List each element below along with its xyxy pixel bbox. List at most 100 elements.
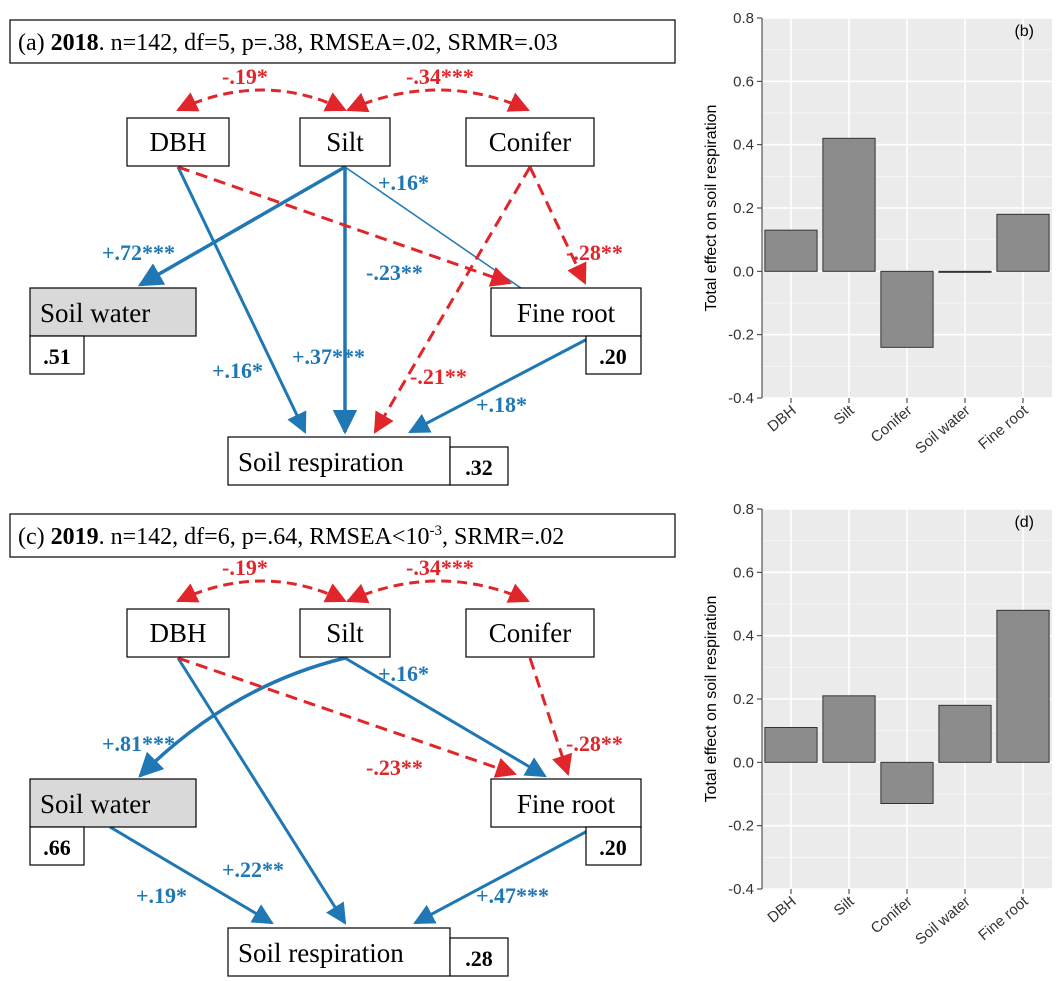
node-silt: Silt — [326, 127, 364, 157]
coef-silt-conifer: -.34*** — [406, 555, 474, 580]
coef-silt-soilwater: +.72*** — [102, 240, 175, 265]
coef-silt-fineroot: +.16* — [378, 170, 429, 195]
path-silt-soilwater — [137, 165, 346, 287]
y-tick-label: -0.4 — [728, 390, 754, 407]
x-tick-label: DBH — [764, 893, 799, 926]
node-soilwater: Soil water — [40, 298, 150, 328]
x-tick-label: Soil water — [912, 402, 973, 457]
y-tick-label: 0.4 — [733, 137, 754, 154]
node-soilresp: Soil respiration — [238, 447, 404, 477]
x-tick-label: Fine root — [975, 402, 1032, 454]
coef-silt-fineroot: +.16* — [378, 661, 429, 686]
model-fit-box — [9, 19, 676, 64]
y-tick-label: 0.2 — [733, 691, 754, 708]
x-tick-label: Soil water — [912, 893, 973, 948]
path-fineroot-soilresp — [408, 333, 596, 434]
sem-diagram-2018: (a) 2018. n=142, df=5, p=.38, RMSEA=.02,… — [9, 19, 676, 486]
coef-silt-soilwater: +.81*** — [102, 731, 175, 756]
node-soilresp: Soil respiration — [238, 938, 404, 968]
y-tick-label: 0.0 — [733, 754, 754, 771]
path-fineroot-soilresp — [413, 825, 596, 925]
x-tick-label: Silt — [831, 893, 859, 920]
coef-dbh-silt: -.19* — [222, 64, 268, 89]
bar-dbh — [764, 229, 818, 272]
y-tick-label: 0.8 — [733, 10, 754, 27]
x-tick-label: DBH — [764, 402, 799, 435]
x-tick-label: Fine root — [975, 893, 1032, 945]
y-tick-label: -0.2 — [728, 818, 754, 835]
y-tick-label: 0.4 — [733, 628, 754, 645]
panel-label: (b) — [1014, 23, 1034, 40]
y-axis-label: Total effect on soil respiration — [703, 105, 720, 312]
r2-soilresp: .32 — [465, 455, 493, 480]
bar-silt — [822, 695, 876, 763]
bar-soil-water — [938, 704, 992, 763]
node-dbh-box — [126, 608, 230, 658]
model-fit-text: (c) 2019. n=142, df=6, p=.64, RMSEA<10-3… — [18, 523, 564, 550]
r2-soilresp-box — [449, 446, 509, 486]
node-soilresp-box — [227, 927, 451, 977]
r2-fineroot: .20 — [599, 344, 627, 369]
coef-dbh-fineroot: -.23** — [366, 260, 423, 285]
r2-soilwater-box — [29, 335, 85, 375]
path-conifer-soilresp — [373, 166, 532, 434]
node-fineroot-box — [490, 287, 642, 337]
total-effect-chart-2018: 0.8 0.6 0.4 0.2 0.0 -0.2 -0.4 DBH Silt ConiferSoi… — [703, 10, 1052, 457]
cov-dbh-silt-arrow — [176, 579, 347, 603]
r2-fineroot-box — [585, 826, 642, 866]
node-conifer: Conifer — [489, 618, 571, 648]
total-effect-chart-2019: 0.8 0.6 0.4 0.2 0.0 -0.2 -0.4 DBH Silt ConiferSoi… — [703, 501, 1052, 948]
bar-soil-water — [938, 270, 992, 273]
panel-label: (d) — [1014, 514, 1034, 531]
node-soilresp-box — [227, 436, 451, 486]
y-tick-label: 0.6 — [733, 564, 754, 581]
r2-soilwater: .51 — [43, 344, 71, 369]
node-silt-box — [299, 117, 391, 167]
y-axis-label: Total effect on soil respiration — [703, 596, 720, 803]
path-soilwater-soilresp — [109, 825, 274, 925]
model-fit-box — [9, 513, 676, 558]
bar-fine-root — [996, 213, 1050, 272]
bar-fine-root — [996, 609, 1050, 763]
r2-soilwater: .66 — [43, 835, 71, 860]
node-dbh: DBH — [149, 618, 206, 648]
r2-fineroot-box — [585, 335, 642, 375]
bar-conifer — [880, 761, 934, 805]
path-dbh-soilresp — [176, 657, 347, 925]
path-dbh-fineroot — [177, 165, 512, 287]
cov-dbh-silt-arrow — [176, 88, 347, 112]
cov-silt-conifer-arrow — [346, 88, 530, 113]
model-fit-text: (a) 2018. n=142, df=5, p=.38, RMSEA=.02,… — [18, 30, 558, 56]
coef-dbh-soilresp: +.22** — [222, 857, 284, 882]
path-dbh-soilresp — [176, 166, 307, 434]
coef-dbh-silt: -.19* — [222, 555, 268, 580]
y-tick-label: 0.2 — [733, 200, 754, 217]
node-fineroot-box — [490, 778, 642, 828]
path-silt-soilwater — [138, 656, 346, 778]
r2-soilresp: .28 — [465, 946, 493, 971]
node-silt-box — [299, 608, 391, 658]
coef-conifer-soilresp: -.21** — [410, 364, 467, 389]
y-tick-label: -0.4 — [728, 881, 754, 898]
bar-silt — [822, 137, 876, 272]
coef-conifer-fineroot: -.28** — [566, 240, 623, 265]
r2-soilresp-box — [449, 937, 509, 977]
cov-silt-conifer-arrow — [346, 579, 530, 604]
coef-dbh-soilresp: +.16* — [212, 358, 263, 383]
y-tick-label: 0.8 — [733, 501, 754, 518]
r2-fineroot: .20 — [599, 835, 627, 860]
y-tick-label: 0.0 — [733, 263, 754, 280]
bar-dbh — [764, 727, 818, 763]
node-silt: Silt — [326, 618, 364, 648]
node-soilwater-box — [29, 287, 197, 337]
node-dbh-box — [126, 117, 230, 167]
bar-conifer — [880, 270, 934, 348]
coef-silt-soilresp: +.37*** — [292, 344, 365, 369]
coef-fineroot-soilresp: +.18* — [476, 392, 527, 417]
path-conifer-fineroot — [528, 166, 587, 285]
coef-silt-conifer: -.34*** — [406, 64, 474, 89]
node-fineroot: Fine root — [517, 789, 616, 819]
node-soilwater: Soil water — [40, 789, 150, 819]
coef-soilwater-soilresp: +.19* — [136, 883, 187, 908]
y-tick-label: 0.6 — [733, 73, 754, 90]
